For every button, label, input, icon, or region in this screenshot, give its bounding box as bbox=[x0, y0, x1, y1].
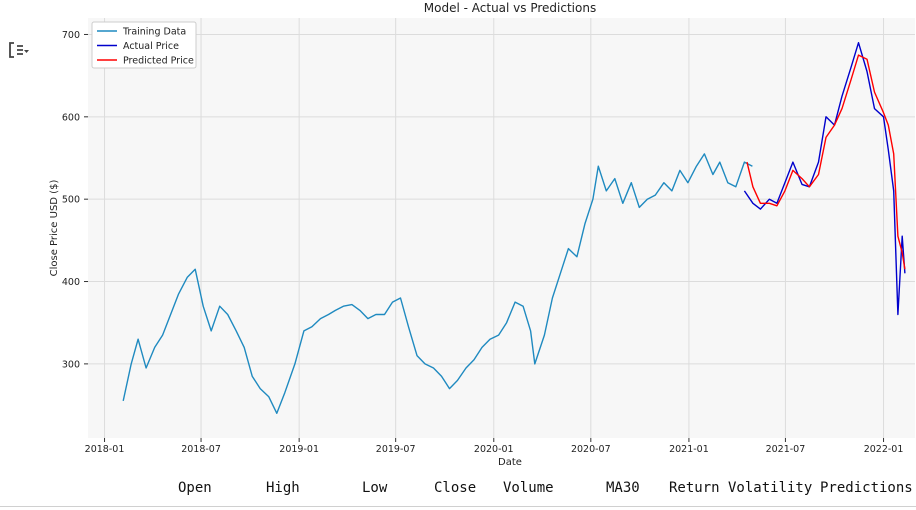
column-header-open: Open bbox=[178, 480, 212, 496]
axis-layer: 2018-01 2018-07 2019-01 2019-07 2020-01 2020-… bbox=[62, 30, 904, 455]
legend-box bbox=[91, 21, 197, 69]
column-header-low: Low bbox=[362, 480, 388, 496]
legend-label: Predicted Price bbox=[123, 56, 194, 67]
x-tick-label: 2020-01 bbox=[474, 444, 514, 455]
x-tick-label: 2018-01 bbox=[85, 444, 125, 455]
x-tick-label: 2020-07 bbox=[571, 444, 611, 455]
column-header-close: Close bbox=[434, 480, 477, 496]
y-tick-label: 500 bbox=[62, 195, 80, 206]
training-data-line bbox=[122, 153, 753, 414]
column-header-ma30: MA30 bbox=[606, 480, 640, 496]
legend-label: Actual Price bbox=[123, 41, 179, 52]
line-chart: 2018-01 2018-07 2019-01 2019-07 2020-01 2020-… bbox=[49, 1, 915, 468]
column-header-high: High bbox=[266, 480, 300, 496]
collapse-output-icon bbox=[9, 42, 29, 58]
plot-area bbox=[88, 18, 915, 438]
dataframe-columns-row: Open High Low Close Volume MA30 Return V… bbox=[0, 480, 916, 502]
y-axis-label: Close Price USD ($) bbox=[49, 180, 60, 277]
predicted-price-line bbox=[746, 54, 906, 270]
y-tick-label: 400 bbox=[62, 277, 80, 288]
x-tick-label: 2019-07 bbox=[376, 444, 416, 455]
column-header-return: Return bbox=[669, 480, 720, 496]
x-tick-label: 2019-01 bbox=[279, 444, 319, 455]
y-tick-label: 600 bbox=[62, 112, 80, 123]
output-divider bbox=[0, 506, 916, 507]
chart-title: Model - Actual vs Predictions bbox=[424, 1, 596, 15]
column-header-predictions: Predictions bbox=[820, 480, 913, 496]
x-tick-label: 2018-07 bbox=[181, 444, 221, 455]
collapse-output-button[interactable] bbox=[6, 38, 32, 62]
column-header-volume: Volume bbox=[503, 480, 554, 496]
legend: Training Data Actual Price Predicted Price bbox=[91, 21, 197, 69]
x-tick-label: 2021-01 bbox=[669, 444, 709, 455]
legend-label: Training Data bbox=[122, 27, 186, 38]
x-tick-label: 2021-07 bbox=[766, 444, 806, 455]
column-header-volatility: Volatility bbox=[728, 480, 813, 496]
y-tick-label: 700 bbox=[62, 30, 80, 41]
series-layer bbox=[122, 42, 906, 414]
output-gutter bbox=[0, 0, 60, 510]
y-tick-label: 300 bbox=[62, 359, 80, 370]
x-axis-label: Date bbox=[498, 457, 522, 468]
grid-lines bbox=[88, 18, 915, 438]
x-tick-label: 2022-01 bbox=[864, 444, 904, 455]
